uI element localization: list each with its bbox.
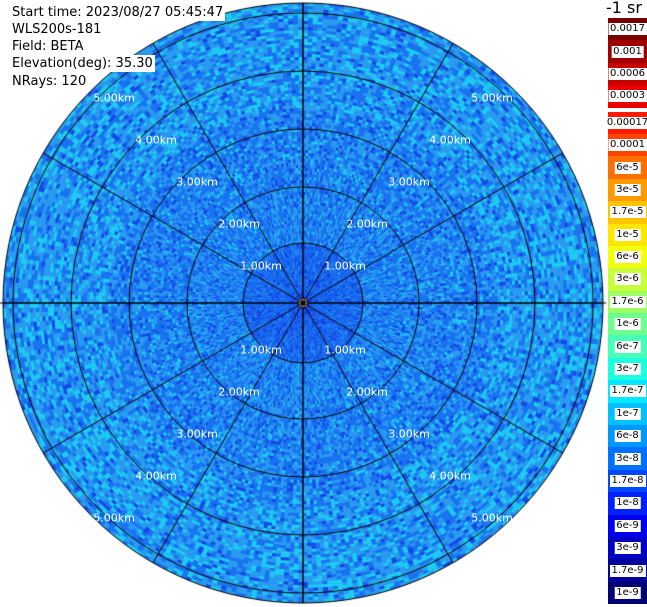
colorbar-tick-label: 6e-7 <box>614 340 641 353</box>
range-ring-label: 4.00km <box>429 133 471 147</box>
range-ring-label: 3.00km <box>176 427 218 441</box>
colorbar-swatch: 1e-5 <box>608 223 647 246</box>
colorbar-tick-label: 1e-8 <box>614 497 641 510</box>
field-label: Field: BETA <box>10 38 86 55</box>
colorbar-swatch: 0.0017 <box>608 18 647 41</box>
colorbar-swatch: 3e-5 <box>608 178 647 202</box>
range-ring-label: 1.00km <box>324 343 366 357</box>
colorbar-swatch: 6e-7 <box>608 335 647 358</box>
colorbar-swatch: 0.00017 <box>604 111 647 134</box>
colorbar-swatch: 3e-6 <box>608 268 647 291</box>
colorbar-swatch: 1.7e-9 <box>608 559 647 582</box>
colorbar-tick-label: 0.00017 <box>604 116 647 129</box>
range-ring-label: 4.00km <box>135 133 177 147</box>
colorbar-tick-label: 3e-5 <box>614 183 641 196</box>
colorbar-swatch: 1e-8 <box>608 492 647 515</box>
range-ring-label: 5.00km <box>471 91 513 105</box>
colorbar-tick-label: 0.0006 <box>608 67 647 80</box>
range-ring-label: 1.00km <box>324 259 366 273</box>
colorbar-swatch: 6e-8 <box>608 425 647 448</box>
colorbar-tick-label: 6e-5 <box>614 161 641 174</box>
colorbar-swatch: 6e-6 <box>608 245 647 269</box>
range-ring-label: 5.00km <box>93 91 135 105</box>
colorbar-tick-label: 3e-9 <box>614 542 641 555</box>
colorbar-tick-label: 6e-6 <box>614 251 641 264</box>
colorbar-swatch: 0.001 <box>608 40 647 63</box>
colorbar-swatch: 3e-8 <box>608 447 647 470</box>
colorbar-tick-label: 0.0003 <box>608 90 647 103</box>
range-ring-label: 4.00km <box>135 469 177 483</box>
range-ring-label: 3.00km <box>388 427 430 441</box>
range-ring-label: 3.00km <box>388 175 430 189</box>
range-ring-label: 1.00km <box>240 343 282 357</box>
colorbar-swatch: 1e-6 <box>608 313 647 336</box>
colorbar: 0.0017 0.001 0.0006 0.0003 0.00017 0.0001 6e-5… <box>604 18 647 605</box>
nrays-label: NRays: 120 <box>10 73 89 90</box>
colorbar-swatch: 1e-9 <box>608 581 647 605</box>
colorbar-swatch: 3e-7 <box>608 357 647 381</box>
colorbar-swatch: 0.0001 <box>608 133 647 157</box>
colorbar-tick-label: 1.7e-9 <box>609 564 646 577</box>
scan-info-panel: Start time: 2023/08/27 05:45:47 WLS200s-… <box>10 4 226 90</box>
colorbar-tick-label: 3e-6 <box>614 273 641 286</box>
site-label: WLS200s-181 <box>10 21 104 38</box>
range-ring-label: 2.00km <box>346 385 388 399</box>
colorbar-tick-label: 0.0017 <box>608 23 647 36</box>
colorbar-units: -1 sr <box>606 0 642 17</box>
elevation-label: Elevation(deg): 35.30 <box>10 55 155 72</box>
colorbar-tick-label: 3e-8 <box>614 452 641 465</box>
colorbar-swatch: 1e-7 <box>608 402 647 426</box>
range-ring-label: 3.00km <box>176 175 218 189</box>
colorbar-swatch: 1.7e-5 <box>608 201 647 224</box>
colorbar-tick-label: 0.001 <box>611 45 644 58</box>
colorbar-tick-label: 1e-6 <box>614 318 641 331</box>
range-ring-label: 4.00km <box>429 469 471 483</box>
range-ring-label: 5.00km <box>93 511 135 525</box>
colorbar-swatch: 0.0003 <box>608 85 647 108</box>
colorbar-gap <box>608 107 647 112</box>
colorbar-tick-label: 1e-5 <box>614 228 641 241</box>
colorbar-swatch: 1.7e-8 <box>608 469 647 493</box>
colorbar-tick-label: 1.7e-6 <box>609 295 646 308</box>
start-time-label: Start time: 2023/08/27 05:45:47 <box>10 4 226 21</box>
colorbar-tick-label: 1e-7 <box>614 407 641 420</box>
colorbar-tick-label: 6e-8 <box>614 430 641 443</box>
colorbar-swatch: 1.7e-7 <box>608 380 647 403</box>
colorbar-tick-label: 0.0001 <box>608 139 647 152</box>
colorbar-tick-label: 6e-9 <box>614 519 641 532</box>
colorbar-swatch: 6e-9 <box>608 514 647 537</box>
colorbar-swatch: 6e-5 <box>608 156 647 179</box>
range-ring-label: 1.00km <box>240 259 282 273</box>
colorbar-tick-label: 1.7e-8 <box>609 475 646 487</box>
range-ring-label: 2.00km <box>218 385 260 399</box>
range-ring-label: 2.00km <box>346 217 388 231</box>
range-ring-label: 2.00km <box>218 217 260 231</box>
range-ring-label: 5.00km <box>471 511 513 525</box>
colorbar-swatch: 1.7e-6 <box>608 290 647 314</box>
colorbar-swatch: 3e-9 <box>608 536 647 560</box>
colorbar-tick-label: 1.7e-7 <box>609 385 646 398</box>
colorbar-tick-label: 1.7e-5 <box>609 206 646 219</box>
colorbar-tick-label: 1e-9 <box>614 586 641 599</box>
colorbar-swatch: 0.0006 <box>608 62 647 86</box>
colorbar-tick-label: 3e-7 <box>614 363 641 376</box>
